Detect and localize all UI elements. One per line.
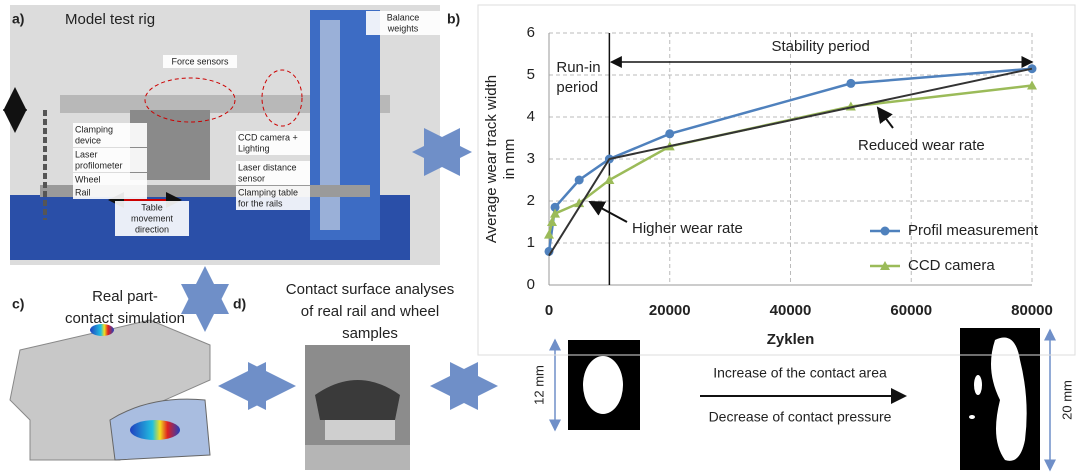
test-rig-photo (3, 5, 440, 265)
point (544, 229, 554, 239)
y-tick-label: 6 (527, 24, 535, 41)
callout-text: Laser (75, 149, 98, 159)
panel-title: samples (342, 325, 398, 342)
annotation: Reduced wear rate (858, 137, 985, 154)
callout-text: CCD camera + (238, 132, 298, 142)
callout-text: Laser distance (238, 162, 297, 172)
legend-label: CCD camera (908, 257, 995, 274)
callout-text: Clamping table (238, 187, 298, 197)
callout-box (115, 201, 189, 236)
panel-title: contact simulation (65, 310, 185, 327)
panel-label: b) (447, 11, 460, 27)
legend-marker (880, 226, 890, 236)
callout-text: sensor (238, 173, 265, 183)
annotation: Stability period (771, 38, 869, 55)
y-tick-label: 1 (527, 234, 535, 251)
callout-text: Table (141, 202, 163, 212)
point (1027, 80, 1037, 90)
annotation-arrow (876, 106, 894, 129)
y-tick-label: 4 (527, 108, 535, 125)
callout-text: direction (135, 224, 169, 234)
panel-label: a) (12, 11, 24, 27)
panel-title: Real part- (92, 288, 158, 305)
callout-box (236, 186, 310, 210)
y-tick-label: 3 (527, 150, 535, 167)
callout-box (73, 148, 147, 172)
callout-text: Lighting (238, 143, 270, 153)
annotation: period (556, 79, 598, 96)
point (665, 129, 675, 139)
x-tick-label: 60000 (890, 302, 932, 319)
point (846, 78, 856, 88)
contact-patch (991, 337, 1027, 461)
x-tick-label: 80000 (1011, 302, 1053, 319)
sample-photo (305, 345, 410, 470)
callout-box (163, 55, 237, 68)
panel-links (181, 128, 498, 410)
panel-title: of real rail and wheel (301, 303, 439, 320)
callout-text: Balance (387, 12, 420, 22)
simulation-image (9, 319, 211, 461)
legend-marker (880, 261, 890, 270)
callout-box (236, 161, 310, 185)
y-axis-title: Average wear track width (483, 75, 500, 243)
annotation: Higher wear rate (632, 220, 743, 237)
callout-box (73, 173, 147, 186)
size-label: 20 mm (1059, 380, 1074, 420)
callout-text: Force sensors (171, 56, 229, 66)
x-tick-label: 0 (545, 302, 553, 319)
point (574, 175, 584, 185)
callout-box (73, 186, 147, 199)
callout-text: Wheel (75, 174, 101, 184)
point (547, 217, 558, 226)
panel-title: Model test rig (65, 11, 155, 28)
y-axis-title: in mm (501, 139, 518, 180)
chart-frame (477, 4, 1076, 356)
annotation-arrow (588, 201, 628, 223)
y-tick-label: 0 (527, 276, 535, 293)
contact-patch (969, 415, 975, 419)
callout-box (366, 11, 440, 35)
contact-patch (974, 375, 982, 395)
point (604, 175, 615, 184)
x-tick-label: 40000 (770, 302, 812, 319)
y-tick-label: 2 (527, 192, 535, 209)
point (550, 202, 560, 212)
callout-text: profilometer (75, 160, 123, 170)
legend-label: Profil measurement (908, 222, 1039, 239)
callout-text: movement (131, 213, 174, 223)
callout-box (73, 123, 147, 147)
x-tick-label: 20000 (649, 302, 691, 319)
callout-text: Rail (75, 187, 91, 197)
size-label: 12 mm (531, 365, 546, 405)
panel-label: d) (233, 296, 246, 312)
y-tick-label: 5 (527, 66, 535, 83)
trend-text: Decrease of contact pressure (709, 409, 892, 425)
callout-text: for the rails (238, 198, 283, 208)
annotation: Run-in (556, 59, 600, 76)
callout-text: weights (387, 23, 419, 33)
trend-text: Increase of the contact area (713, 365, 887, 381)
callout-text: device (75, 135, 101, 145)
panel-label: c) (12, 296, 24, 312)
point (550, 208, 561, 218)
line (548, 67, 1033, 257)
callout-box (236, 131, 310, 155)
x-axis-title: Zyklen (767, 331, 815, 348)
contact-patch (583, 356, 623, 414)
panel-title: Contact surface analyses (286, 281, 454, 298)
callout-text: Clamping (75, 124, 113, 134)
